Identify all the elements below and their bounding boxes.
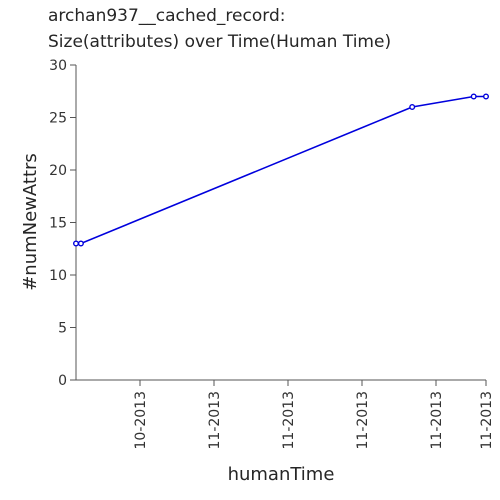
y-tick-label: 0	[58, 373, 67, 389]
x-tick-label: 11-2013	[479, 391, 495, 450]
chart-title-line-2: Size(attributes) over Time(Human Time)	[48, 32, 392, 52]
x-tick-label: 10-2013	[133, 391, 149, 450]
x-axis-title: humanTime	[228, 464, 335, 485]
x-tick-label: 11-2013	[207, 391, 223, 450]
x-tick-label: 11-2013	[429, 391, 445, 450]
y-tick-label: 5	[58, 321, 67, 337]
series-line	[76, 95, 486, 245]
data-point	[409, 103, 416, 110]
y-tick-label: 15	[49, 216, 67, 232]
y-tick-label: 25	[49, 111, 67, 127]
x-tick-label: 11-2013	[281, 391, 297, 450]
data-point	[72, 240, 79, 247]
x-axis: 10-2013 11-2013 11-2013 11-2013 11-2013 11-20…	[76, 379, 495, 450]
y-tick-label: 20	[49, 163, 67, 179]
x-tick-label: 11-2013	[355, 391, 371, 450]
y-tick-label: 30	[49, 58, 67, 74]
data-point	[77, 240, 84, 247]
data-point	[470, 93, 477, 100]
y-tick-label: 10	[49, 268, 67, 284]
chart-title-line-1: archan937__cached_record:	[48, 6, 286, 26]
series-layer	[72, 93, 490, 247]
y-axis-title: #numNewAttrs	[20, 153, 41, 291]
y-axis: 0 5 10 15 20 25 30	[49, 58, 77, 389]
data-point	[483, 93, 490, 100]
